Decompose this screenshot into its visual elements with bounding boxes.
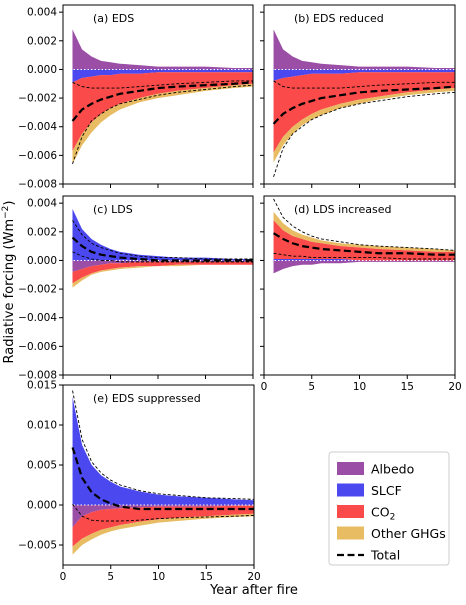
panel-1: 0.004 0.002 0.000 −0.002 −0.004 −0.006 −0.008 (… bbox=[18, 4, 254, 191]
legend-item-albedo: Albedo bbox=[337, 462, 414, 477]
x-axis-label: Year after fire bbox=[209, 583, 298, 598]
albedo-area bbox=[72, 505, 254, 528]
y-tick-label: −0.006 bbox=[18, 150, 57, 162]
total-bound-line-1 bbox=[273, 80, 455, 89]
y-tick-label: 0.000 bbox=[27, 500, 57, 512]
y-tick-label: 0.004 bbox=[27, 198, 57, 210]
plot-area bbox=[63, 208, 253, 288]
albedo-area bbox=[72, 29, 253, 70]
x-tick-label: 5 bbox=[308, 381, 315, 393]
y-tick-label: −0.008 bbox=[18, 179, 57, 191]
total-bound-line-1 bbox=[72, 390, 254, 500]
total-line bbox=[71, 81, 253, 122]
y-axis-label: Radiative forcing (Wm−2) bbox=[1, 201, 17, 364]
total-bound-line-2 bbox=[72, 503, 254, 522]
albedo-area bbox=[72, 260, 253, 272]
albedo-area bbox=[273, 260, 455, 274]
y-tick-label: −0.008 bbox=[18, 370, 57, 382]
panel-4: 0 5 10 15 20 (d) LDS increased bbox=[260, 195, 462, 393]
y-axis-label-exponent: −2 bbox=[1, 206, 11, 219]
x-tick-label: 5 bbox=[107, 571, 114, 583]
panel-title: (d) LDS increased bbox=[294, 203, 392, 216]
legend-label: Other GHGs bbox=[371, 526, 446, 541]
legend: Albedo SLCF CO2 Other GHGs Total bbox=[328, 451, 450, 566]
co2-area bbox=[72, 505, 254, 547]
x-tick-label: 15 bbox=[401, 381, 414, 393]
co2-area bbox=[273, 72, 455, 153]
x-tick-label: 0 bbox=[261, 381, 268, 393]
total-bound-line-2 bbox=[72, 84, 253, 165]
total-bound-line-1 bbox=[273, 198, 455, 251]
slcf-area bbox=[273, 259, 455, 261]
total-line bbox=[71, 236, 253, 262]
y-tick-label: 0.004 bbox=[27, 7, 57, 19]
plot-area bbox=[264, 198, 455, 274]
legend-item-ghg: Other GHGs bbox=[337, 526, 446, 541]
y-tick-label: −0.006 bbox=[18, 341, 57, 353]
x-tick-label: 10 bbox=[152, 571, 165, 583]
ghg-area bbox=[72, 513, 254, 555]
legend-item-co2: CO2 bbox=[337, 505, 395, 523]
y-tick-label: −0.002 bbox=[18, 93, 57, 105]
legend-label: SLCF bbox=[371, 483, 402, 498]
y-tick-label: 0.002 bbox=[27, 226, 57, 238]
total-line bbox=[272, 232, 455, 256]
total-line bbox=[71, 447, 254, 511]
slcf-area bbox=[72, 208, 253, 261]
x-tick-label: 20 bbox=[247, 571, 260, 583]
y-tick-label: 0.002 bbox=[27, 35, 57, 47]
y-tick-label: −0.002 bbox=[18, 284, 57, 296]
albedo-swatch bbox=[337, 462, 364, 475]
x-tick-label: 10 bbox=[353, 381, 366, 393]
slcf-swatch bbox=[337, 483, 364, 497]
total-line bbox=[272, 85, 455, 125]
panel-2: (b) EDS reduced bbox=[260, 4, 456, 188]
y-axis-label-close: ) bbox=[2, 201, 17, 206]
legend-label: Albedo bbox=[371, 462, 414, 477]
x-tick-label: 0 bbox=[60, 571, 67, 583]
plot-area bbox=[63, 390, 254, 555]
y-tick-label: −0.005 bbox=[18, 540, 57, 552]
panel-title: (a) EDS bbox=[93, 12, 134, 25]
x-tick-label: 20 bbox=[448, 381, 461, 393]
legend-item-slcf: SLCF bbox=[337, 483, 402, 498]
slcf-area bbox=[72, 397, 254, 505]
slcf-area bbox=[273, 69, 455, 81]
panel-title: (e) EDS suppressed bbox=[93, 392, 201, 405]
co2-swatch bbox=[337, 505, 364, 518]
y-tick-label: 0.005 bbox=[27, 460, 57, 472]
y-tick-label: −0.004 bbox=[18, 312, 57, 324]
ghg-swatch bbox=[337, 526, 364, 540]
panel-5: 0.015 0.010 0.005 0.000 −0.005 0 5 10 15 20 (e) ED… bbox=[18, 380, 261, 584]
total-bound-line-2 bbox=[273, 91, 455, 177]
y-axis-label-text: Radiative forcing (Wm bbox=[2, 219, 17, 364]
panel-frame bbox=[263, 195, 456, 376]
albedo-area bbox=[273, 29, 455, 70]
co2-area bbox=[72, 261, 253, 284]
slcf-area bbox=[72, 69, 253, 83]
legend-label: CO2 bbox=[371, 505, 395, 523]
y-tick-label: 0.010 bbox=[27, 420, 57, 432]
co2-area bbox=[72, 72, 253, 152]
panels: 0.004 0.002 0.000 −0.002 −0.004 −0.006 −0.008 (… bbox=[18, 4, 462, 584]
x-tick-label: 15 bbox=[200, 571, 213, 583]
legend-item-total: Total bbox=[337, 548, 400, 563]
panel-title: (b) EDS reduced bbox=[294, 12, 384, 25]
panel-title: (c) LDS bbox=[93, 203, 133, 216]
y-tick-label: 0.000 bbox=[27, 255, 57, 267]
co2-area bbox=[273, 220, 455, 261]
legend-label: Total bbox=[370, 548, 400, 563]
total-bound-line-1 bbox=[72, 220, 253, 260]
ghg-area bbox=[273, 211, 455, 252]
plot-area bbox=[264, 29, 455, 177]
panel-frame bbox=[62, 195, 254, 376]
total-bound-line-2 bbox=[273, 252, 455, 260]
y-tick-label: 0.000 bbox=[27, 64, 57, 76]
y-tick-label: 0.015 bbox=[27, 380, 57, 392]
y-tick-label: −0.004 bbox=[18, 121, 57, 133]
plot-area bbox=[63, 29, 253, 165]
panel-3: 0.004 0.002 0.000 −0.002 −0.004 −0.006 −0.008 (… bbox=[18, 195, 254, 382]
